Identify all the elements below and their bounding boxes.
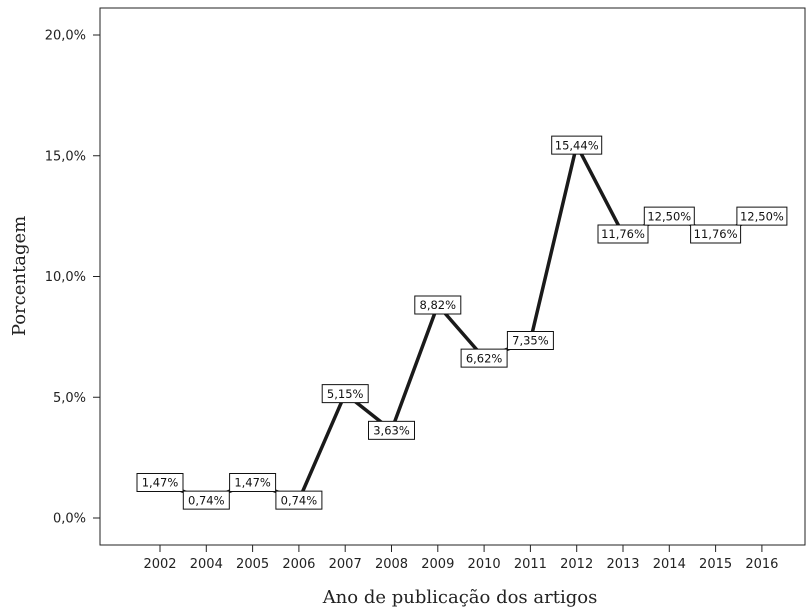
data-label: 5,15% [321,384,369,404]
x-tick-label: 2011 [514,557,547,572]
data-label: 3,63% [368,420,415,440]
data-label-text: 0,74% [281,493,318,507]
data-label-box [690,224,742,244]
data-label: 0,74% [275,490,323,510]
data-label-text: 7,35% [512,334,549,348]
x-tick-label: 2004 [190,557,223,572]
data-label: 0,74% [182,490,230,510]
data-label-text: 15,44% [555,138,599,152]
data-label-text: 8,82% [420,298,457,312]
y-tick-label: 0,0% [53,512,86,527]
data-label-box [182,490,230,510]
data-label: 7,35% [506,330,554,350]
x-tick-label: 2005 [236,557,269,572]
data-label-box [321,384,369,404]
data-label-box [229,472,277,492]
data-label: 15,44% [551,135,603,155]
y-tick-label: 20,0% [45,29,86,44]
data-label-text: 1,47% [234,476,271,490]
data-labels: 1,47% 0,74% 1,47% 0,74% 5,15% 3,63% 8,82% 6,62%… [136,135,788,510]
data-label: 12,50% [643,206,695,226]
data-label-box [551,135,603,155]
x-tick-label: 2006 [282,557,315,572]
data-label: 12,50% [736,206,788,226]
x-tick-label: 2009 [421,557,454,572]
y-tick-label: 10,0% [45,270,86,285]
data-label-box [597,224,649,244]
data-label-box [136,472,184,492]
data-label-text: 0,74% [188,493,225,507]
data-label-text: 12,50% [647,209,691,223]
data-label-box [506,330,554,350]
data-label: 8,82% [414,295,462,315]
y-tick-label: 15,0% [45,149,86,164]
x-tick-label: 2013 [606,557,639,572]
x-tick-label: 2010 [468,557,501,572]
data-label-box [368,420,415,440]
x-axis-title: Ano de publicação dos artigos [322,587,598,608]
x-tick-label: 2012 [560,557,593,572]
data-label-box [414,295,462,315]
data-label-text: 5,15% [327,387,364,401]
x-tick-label: 2016 [745,557,778,572]
x-tick-label: 2015 [699,557,732,572]
x-tick-label: 2008 [375,557,408,572]
data-label-text: 3,63% [373,424,410,438]
data-label-text: 6,62% [466,351,503,365]
data-label-box [736,206,788,226]
x-tick-label: 2014 [653,557,686,572]
data-label-text: 11,76% [601,227,645,241]
data-label-text: 12,50% [740,209,784,223]
series-line [159,140,763,503]
y-axis: 0,0% 5,0% 10,0% 15,0% 20,0% [45,29,100,527]
data-label-text: 1,47% [142,476,179,490]
y-tick-label: 5,0% [53,391,86,406]
data-label-box [460,348,508,368]
x-tick-label: 2007 [329,557,362,572]
data-label: 11,76% [597,224,649,244]
plot-frame [99,7,806,546]
data-label: 11,76% [690,224,742,244]
data-label: 6,62% [460,348,508,368]
x-axis: 2002 2004 2005 2006 2007 2008 2009 2010 2011 2012… [143,545,778,572]
data-label-text: 11,76% [694,227,738,241]
data-label: 1,47% [229,472,277,492]
data-label-box [643,206,695,226]
x-tick-label: 2002 [143,557,176,572]
data-label-box [275,490,323,510]
data-label: 1,47% [136,472,184,492]
y-axis-title: Porcentagem [9,216,30,336]
